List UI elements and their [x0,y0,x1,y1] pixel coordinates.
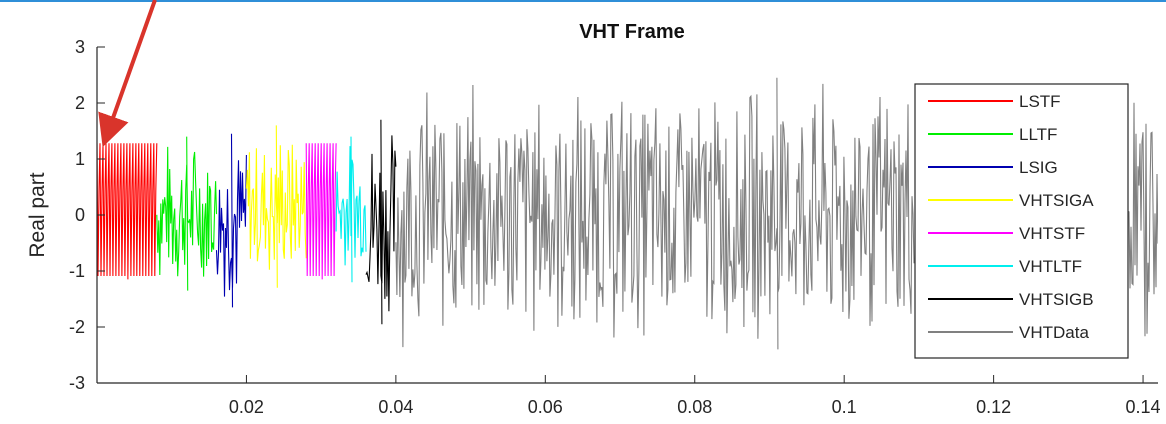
series-line-vhtltf [335,136,367,283]
x-tick-label: 0.02 [229,397,264,417]
y-tick-label: 3 [75,37,85,57]
y-tick-label: 2 [75,93,85,113]
series-line-lsig [215,133,247,308]
legend-label-vhtdata: VHTData [1019,323,1089,342]
legend-label-lstf: LSTF [1019,92,1061,111]
legend-label-lltf: LLTF [1019,125,1057,144]
x-tick-label: 0.1 [832,397,857,417]
annotation-arrow [98,0,157,148]
y-tick-label: -1 [69,261,85,281]
x-tick-label: 0.14 [1126,397,1161,417]
legend-label-vhtstf: VHTSTF [1019,224,1085,243]
x-tick-label: 0.04 [378,397,413,417]
series-line-lltf [156,136,218,291]
legend-label-vhtltf: VHTLTF [1019,257,1082,276]
chart-title: VHT Frame [579,21,685,43]
legend-label-vhtsiga: VHTSIGA [1019,191,1094,210]
legend: LSTF LLTF LSIG VHTSIGA VHTSTF VHTLTF VHTSIGB VH… [914,83,1129,359]
y-tick-label: 1 [75,149,85,169]
legend-label-lsig: LSIG [1019,158,1058,177]
ticks: 0.02 0.04 0.06 0.08 0.1 0.12 0.14 -3 -2 -1 0 1 2 3 [69,37,1161,417]
y-tick-label: -2 [69,317,85,337]
x-tick-label: 0.06 [528,397,563,417]
y-tick-label: 0 [75,205,85,225]
legend-box [914,83,1129,359]
y-tick-label: -3 [69,373,85,393]
x-tick-label: 0.08 [677,397,712,417]
x-tick-label: 0.12 [976,397,1011,417]
series-line-vhtsigb [365,119,397,325]
y-axis-label: Real part [26,172,49,257]
series-line-vhtstf [305,143,337,280]
legend-label-vhtsigb: VHTSIGB [1019,290,1094,309]
series-line-vhtsiga [245,125,307,288]
